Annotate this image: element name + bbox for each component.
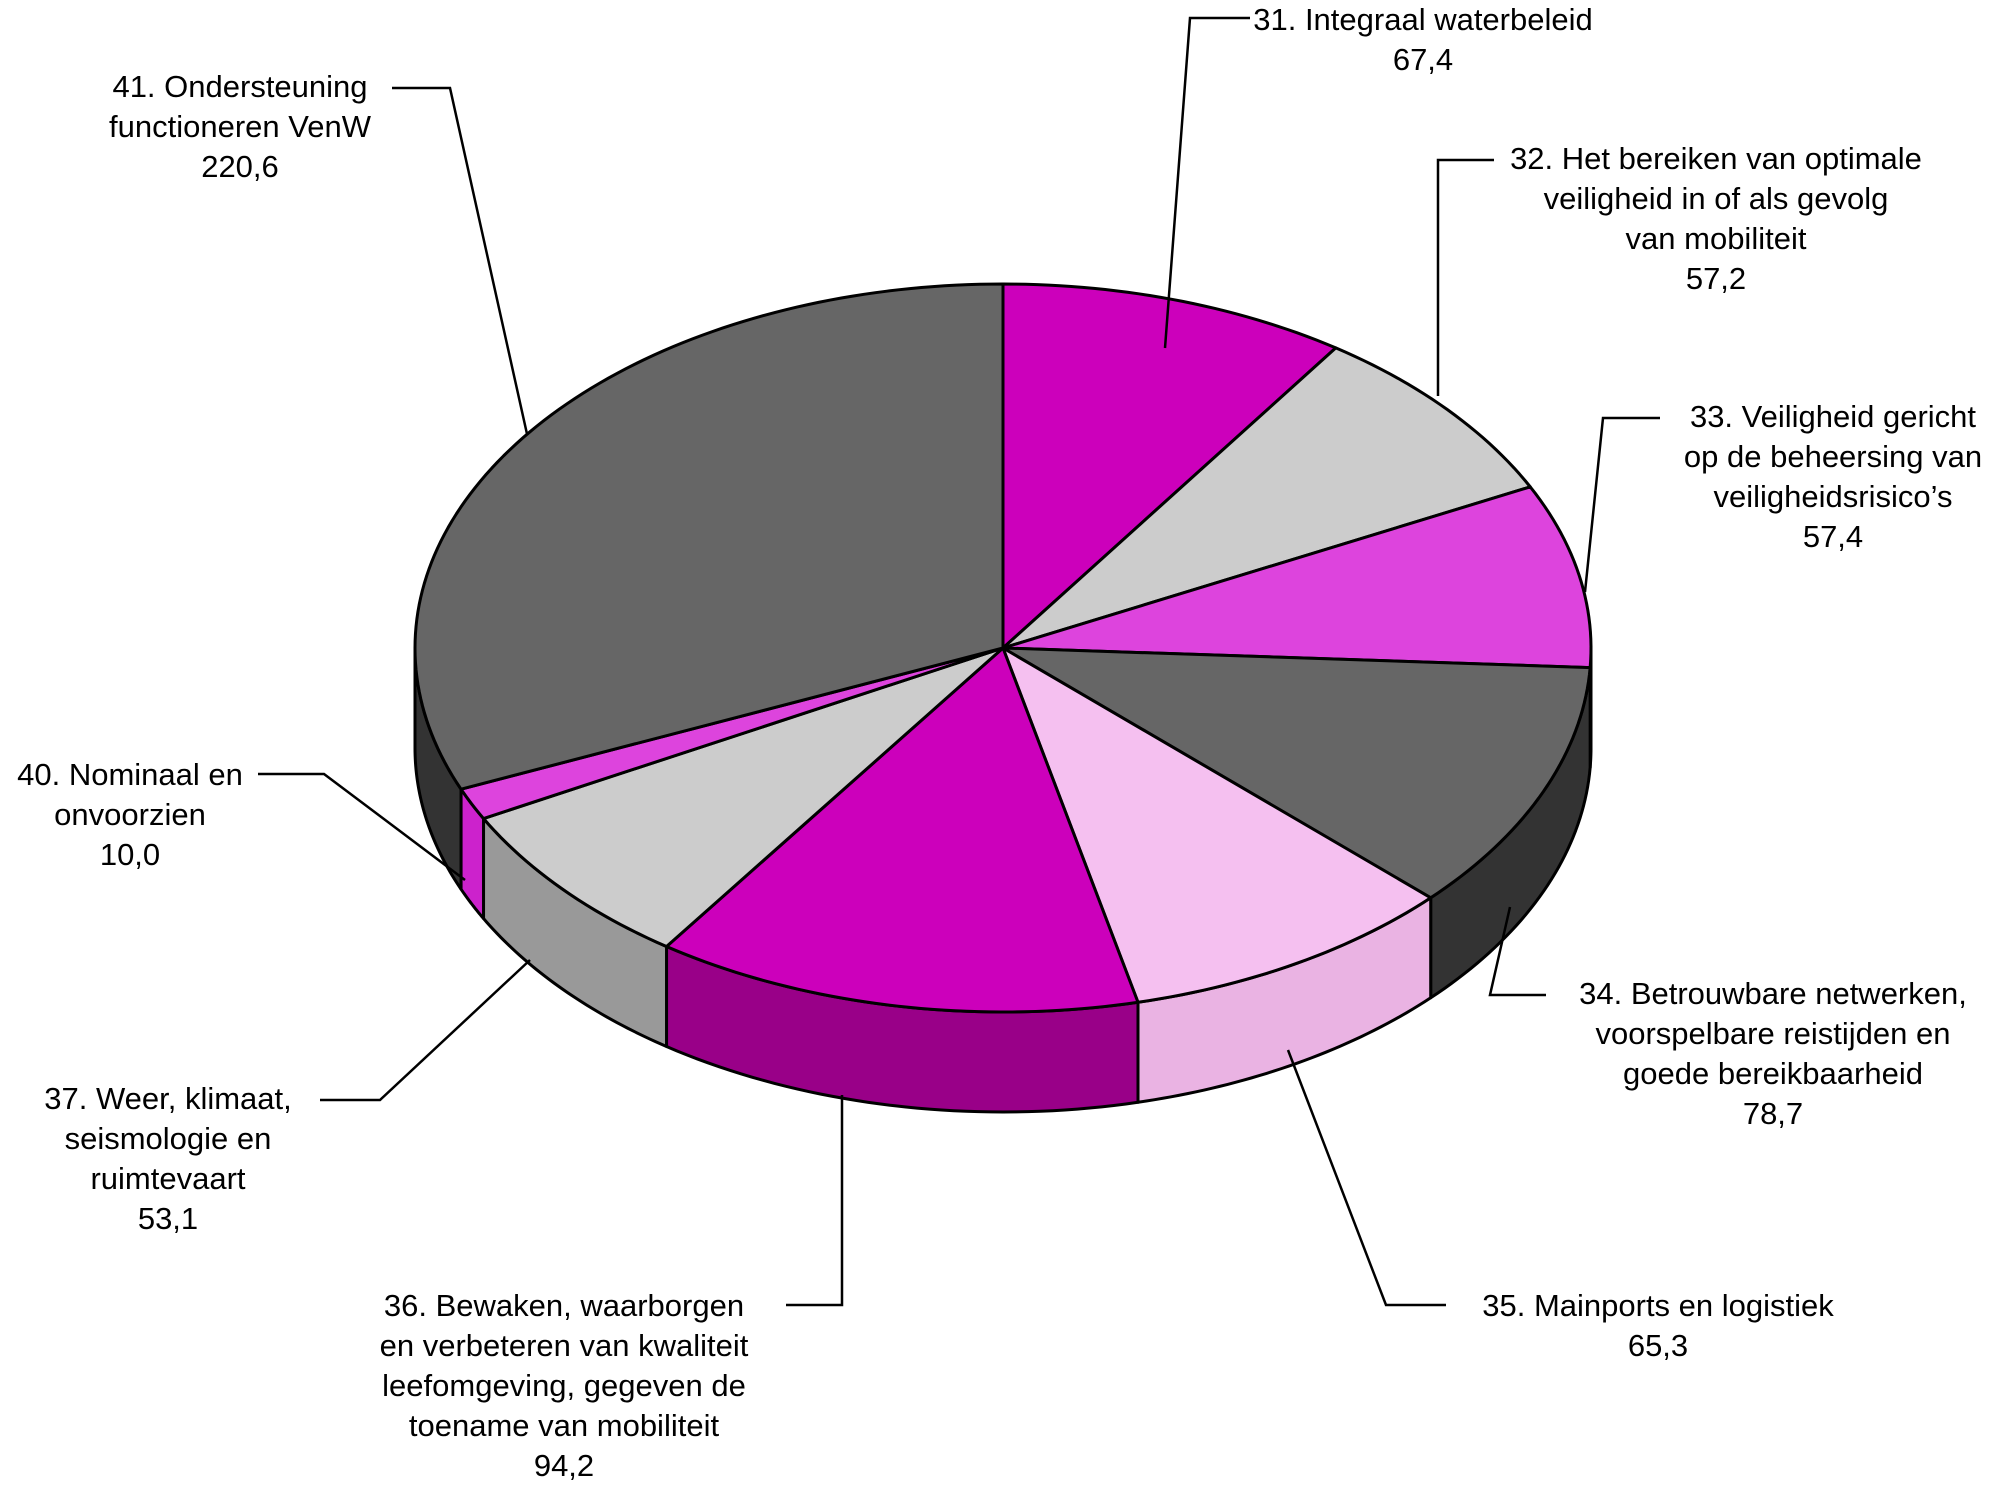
slice-name: 32. Het bereiken van optimale veiligheid…	[1510, 141, 1922, 256]
leader-lines	[258, 16, 1660, 1307]
slice-value: 78,7	[1742, 1096, 1804, 1131]
slice-value: 65,3	[1627, 1328, 1689, 1363]
slice-value: 94,2	[533, 1448, 595, 1483]
slice-value: 10,0	[99, 837, 161, 872]
label-slice-34: 34. Betrouwbare netwerken, voorspelbare …	[1548, 974, 1998, 1134]
label-slice-31: 31. Integraal waterbeleid 67,4	[1208, 0, 1638, 80]
label-slice-36: 36. Bewaken, waarborgen en verbeteren va…	[342, 1286, 786, 1486]
slice-value: 220,6	[201, 149, 279, 184]
label-slice-37: 37. Weer, klimaat, seismologie en ruimte…	[18, 1079, 318, 1239]
slice-name: 36. Bewaken, waarborgen en verbeteren va…	[379, 1288, 749, 1443]
pie-slice-34	[1001, 646, 1592, 900]
slice-value: 57,4	[1802, 519, 1864, 554]
label-slice-40: 40. Nominaal en onvoorzien 10,0	[2, 755, 258, 875]
slice-name: 40. Nominaal en onvoorzien	[17, 757, 243, 832]
pie-slice-41	[413, 282, 1005, 791]
leader-line-37	[320, 959, 531, 1102]
slice-value: 67,4	[1392, 42, 1454, 77]
leader-line-34	[1488, 906, 1546, 997]
leader-line-35	[1286, 1049, 1446, 1307]
leader-line-31	[1163, 16, 1250, 349]
slice-name: 37. Weer, klimaat, seismologie en ruimte…	[44, 1081, 292, 1196]
pie-slice-32	[1001, 346, 1532, 650]
pie-slice-35	[1001, 646, 1433, 1004]
pie-slice-36	[665, 646, 1140, 1014]
slice-name: 41. Ondersteuning functioneren VenW	[109, 69, 371, 144]
pie-top-faces	[413, 282, 1593, 1014]
label-slice-32: 32. Het bereiken van optimale veiligheid…	[1496, 139, 1936, 299]
slice-name: 33. Veiligheid gericht op de beheersing …	[1683, 399, 1983, 514]
slice-name: 31. Integraal waterbeleid	[1253, 2, 1593, 37]
label-slice-33: 33. Veiligheid gericht op de beheersing …	[1660, 397, 2006, 557]
leader-line-33	[1583, 416, 1660, 593]
leader-line-32	[1436, 158, 1494, 396]
label-slice-35: 35. Mainports en logistiek 65,3	[1448, 1286, 1868, 1366]
leader-line-41	[392, 86, 529, 435]
slice-value: 57,2	[1685, 261, 1747, 296]
pie-slice-31	[1001, 282, 1338, 650]
pie-slice-40	[459, 646, 1005, 821]
pie-slice-33	[1001, 485, 1593, 670]
slice-value: 53,1	[137, 1201, 199, 1236]
label-slice-41: 41. Ondersteuning functioneren VenW 220,…	[78, 67, 402, 187]
leader-line-40	[258, 772, 466, 881]
pie-slice-37	[482, 646, 1005, 949]
slice-name: 35. Mainports en logistiek	[1482, 1288, 1834, 1323]
leader-line-36	[786, 1095, 844, 1307]
slice-name: 34. Betrouwbare netwerken, voorspelbare …	[1579, 976, 1967, 1091]
